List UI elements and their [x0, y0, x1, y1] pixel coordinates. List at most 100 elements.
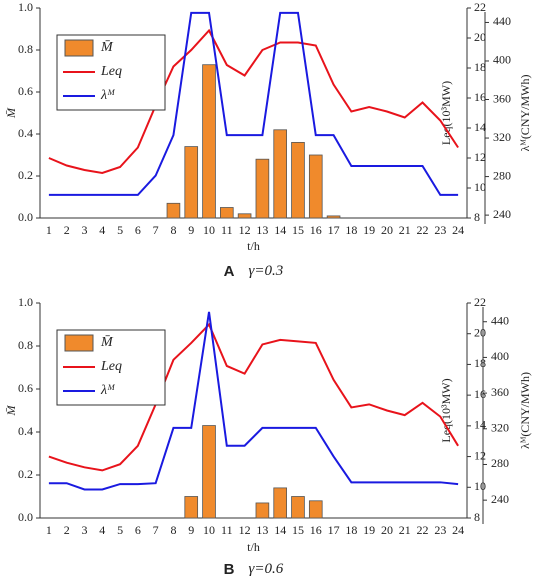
- x-tick-label: 6: [135, 523, 141, 537]
- y2-tick-label: 16: [474, 387, 486, 401]
- x-tick-label: 12: [239, 223, 251, 237]
- line: [48, 311, 459, 491]
- panel-label: B: [224, 561, 235, 578]
- legend-label: λᴹ: [100, 383, 115, 398]
- legend-swatch: [64, 39, 94, 57]
- legend-label: M̄: [100, 40, 114, 55]
- x-axis-label: t/h: [247, 540, 260, 554]
- x-tick-label: 11: [221, 523, 233, 537]
- line: [48, 322, 459, 472]
- y2-tick-label: 16: [474, 90, 486, 104]
- x-tick-label: 22: [417, 523, 429, 537]
- y-tick-label: 0.4: [18, 424, 33, 438]
- y-tick-label: 0.6: [18, 84, 33, 98]
- y3-tick-label: 360: [491, 385, 509, 399]
- y3-tick-label: 320: [491, 421, 509, 435]
- legend-label: Leq: [100, 64, 122, 79]
- x-tick-label: 3: [81, 223, 87, 237]
- x-tick-label: 6: [135, 223, 141, 237]
- legend-swatch: [64, 334, 94, 352]
- y-tick-label: 0.0: [18, 210, 33, 224]
- y3-tick-label: 240: [493, 207, 511, 221]
- x-tick-label: 17: [328, 223, 340, 237]
- y2-tick-label: 22: [474, 295, 486, 309]
- x-tick-label: 3: [81, 523, 87, 537]
- x-tick-label: 4: [99, 223, 105, 237]
- bar: [220, 207, 234, 219]
- y2-tick-label: 18: [474, 60, 486, 74]
- x-tick-label: 14: [274, 223, 286, 237]
- panel-gamma: γ=0.3: [249, 263, 284, 279]
- x-tick-label: 24: [452, 223, 464, 237]
- x-tick-label: 11: [221, 223, 233, 237]
- x-tick-label: 19: [363, 523, 375, 537]
- x-tick-label: 4: [99, 523, 105, 537]
- x-tick-label: 16: [310, 223, 322, 237]
- y2-axis-label: Leq(10³MW): [439, 81, 453, 145]
- bar: [326, 215, 341, 219]
- x-tick-label: 1: [46, 223, 52, 237]
- y2-tick-label: 14: [474, 120, 486, 134]
- bar: [273, 129, 287, 219]
- y-tick-label: 0.2: [18, 467, 33, 481]
- y2-tick-label: 14: [474, 418, 486, 432]
- bar: [166, 202, 181, 219]
- y2-tick-label: 12: [474, 448, 486, 462]
- line: [48, 11, 459, 196]
- bar: [291, 496, 305, 519]
- bar: [291, 141, 305, 219]
- y3-tick-label: 440: [491, 313, 509, 327]
- y3-tick-label: 320: [493, 130, 511, 144]
- x-tick-label: 12: [239, 523, 251, 537]
- line: [48, 28, 459, 175]
- y-tick-label: 0.6: [18, 381, 33, 395]
- x-tick-label: 1: [46, 523, 52, 537]
- y3-axis-label: λᴹ(CNY/MWh): [518, 75, 532, 152]
- bar: [308, 154, 323, 219]
- x-tick-label: 21: [399, 523, 411, 537]
- y2-tick-label: 18: [474, 356, 486, 370]
- y3-tick-label: 360: [493, 91, 511, 105]
- y-tick-label: 1.0: [18, 0, 33, 14]
- y2-tick-label: 12: [474, 150, 486, 164]
- x-tick-label: 2: [64, 523, 70, 537]
- y3-tick-label: 400: [491, 349, 509, 363]
- x-tick-label: 21: [399, 223, 411, 237]
- y2-tick-label: 22: [474, 0, 486, 14]
- bar: [237, 213, 252, 219]
- y-tick-label: 0.2: [18, 168, 33, 182]
- y3-tick-label: 440: [493, 14, 511, 28]
- x-tick-label: 23: [434, 523, 446, 537]
- x-tick-label: 23: [434, 223, 446, 237]
- x-tick-label: 18: [345, 523, 357, 537]
- x-tick-label: 7: [153, 523, 159, 537]
- x-tick-label: 22: [417, 223, 429, 237]
- x-tick-label: 18: [345, 223, 357, 237]
- y2-tick-label: 20: [474, 30, 486, 44]
- bar: [273, 487, 287, 519]
- x-tick-label: 10: [203, 223, 215, 237]
- x-tick-label: 13: [256, 523, 268, 537]
- legend-label: M̄: [100, 335, 114, 350]
- bar: [184, 146, 199, 219]
- y2-tick-label: 8: [474, 510, 480, 524]
- x-tick-label: 8: [170, 223, 176, 237]
- y2-tick-label: 10: [474, 180, 486, 194]
- y2-axis-label: Leq(10³MW): [439, 378, 453, 442]
- x-tick-label: 15: [292, 223, 304, 237]
- x-tick-label: 8: [170, 523, 176, 537]
- bar: [255, 502, 270, 519]
- x-tick-label: 15: [292, 523, 304, 537]
- x-tick-label: 20: [381, 523, 393, 537]
- y-tick-label: 0.8: [18, 338, 33, 352]
- y2-tick-label: 20: [474, 325, 486, 339]
- x-tick-label: 2: [64, 223, 70, 237]
- y-tick-label: 0.4: [18, 126, 33, 140]
- x-tick-label: 9: [188, 223, 194, 237]
- legend-label: Leq: [100, 359, 122, 374]
- panel-gamma: γ=0.6: [249, 561, 284, 577]
- y-axis-label: M̄: [4, 107, 18, 119]
- x-tick-label: 19: [363, 223, 375, 237]
